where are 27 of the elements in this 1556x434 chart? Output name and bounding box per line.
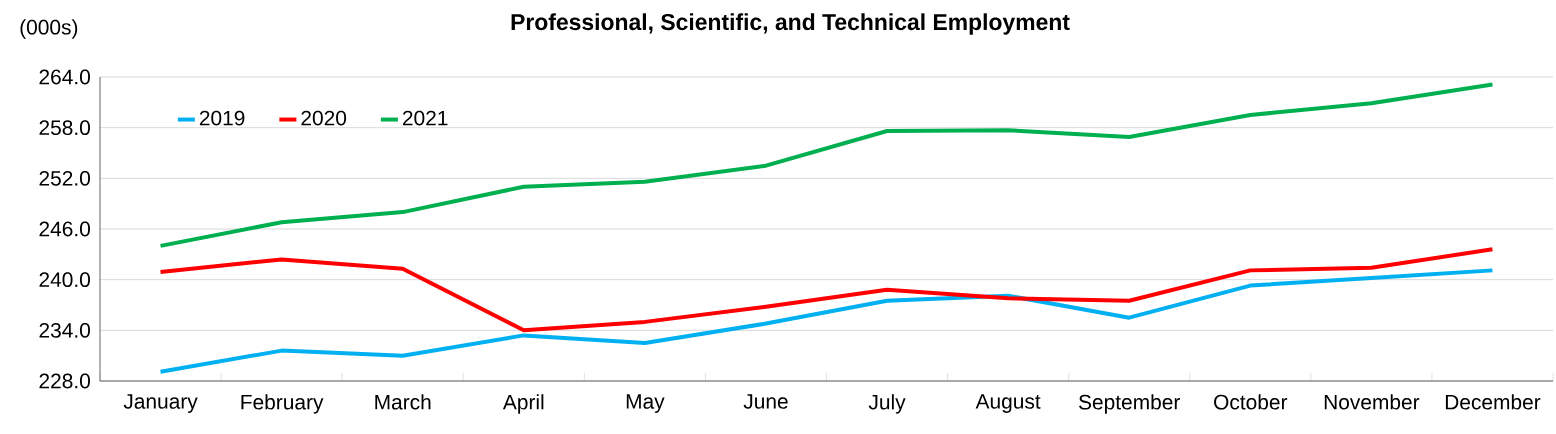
x-tick-label: April [502, 394, 544, 414]
x-tick-label: September [1078, 394, 1181, 414]
x-tick-label: March [375, 394, 431, 410]
x-tick-label: February [241, 394, 324, 414]
legend-label: 2021 [402, 110, 448, 126]
legend-label: 2019 [199, 110, 245, 126]
x-tick-label: January [123, 394, 198, 413]
y-tick-label: 234.0 [39, 322, 90, 338]
chart-title: Professional, Scientific, and Technical Employment [511, 13, 1070, 35]
y-tick-label: 258.0 [39, 120, 90, 136]
legend-label: 2020 [301, 110, 347, 126]
y-tick-label: 246.0 [39, 221, 90, 237]
x-tick-label: November [1324, 394, 1420, 410]
x-tick-label: December [1445, 394, 1541, 410]
line-series [158, 268, 1495, 374]
y-tick-label: 228.0 [39, 373, 90, 389]
x-tick-label: June [743, 394, 788, 409]
y-tick-label: 240.0 [39, 272, 90, 288]
x-tick-label: October [1214, 394, 1288, 410]
y-tick-label: 264.0 [39, 69, 90, 85]
line-series [158, 82, 1495, 248]
line-series [158, 247, 1495, 333]
x-tick-label: July [868, 394, 906, 414]
y-axis-title: (000s) [20, 19, 78, 39]
y-tick-label: 252.0 [39, 170, 90, 186]
x-tick-label: August [975, 394, 1041, 413]
x-tick-label: May [626, 394, 665, 413]
